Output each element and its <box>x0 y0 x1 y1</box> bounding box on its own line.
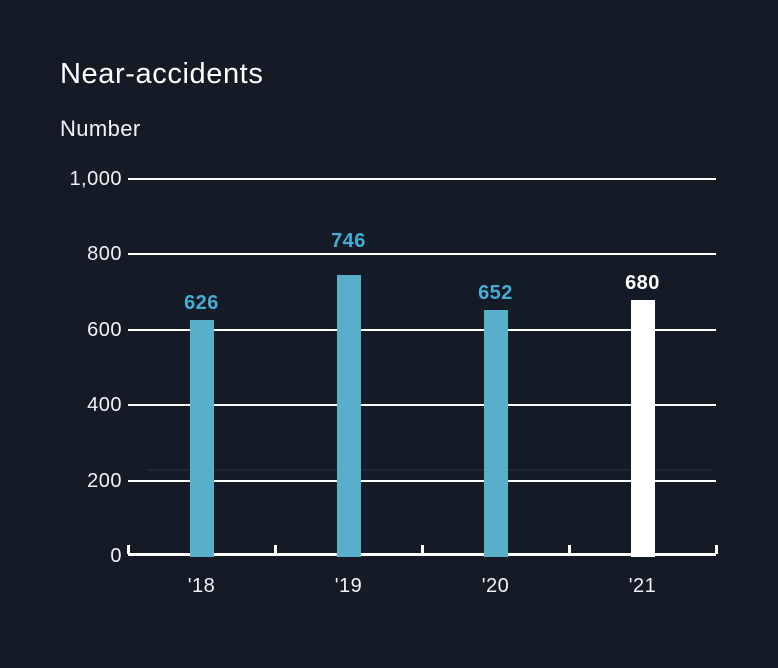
x-axis-category-label: '19 <box>334 575 363 597</box>
x-axis-tick <box>714 545 718 554</box>
x-axis-category-label: '18 <box>187 575 216 597</box>
gridline <box>128 479 716 482</box>
y-axis-tick-label: 600 <box>87 318 122 341</box>
x-axis-category-label: '20 <box>481 575 510 597</box>
bar-value-label: 626 <box>184 291 219 314</box>
y-axis-tick-label: 400 <box>87 394 122 417</box>
gridline <box>128 328 716 331</box>
faint-reference-line <box>147 469 712 472</box>
x-axis-tick <box>126 545 130 554</box>
gridline <box>128 404 716 407</box>
gridline <box>128 178 716 180</box>
x-axis-category-label: '21 <box>628 575 657 597</box>
bar-value-label: 746 <box>331 230 366 253</box>
x-axis-tick <box>420 545 424 554</box>
y-axis-unit-label: Number <box>60 116 141 141</box>
y-axis-tick-label: 200 <box>87 469 122 492</box>
bar-value-label: 652 <box>478 282 513 305</box>
bar <box>336 274 361 557</box>
bar-value-label: 680 <box>625 271 660 294</box>
x-axis-line <box>128 553 716 556</box>
bar <box>189 319 214 557</box>
x-axis-tick <box>273 545 277 554</box>
bar <box>483 310 508 557</box>
x-axis-tick <box>567 545 571 554</box>
y-axis-tick-label: 800 <box>87 243 122 266</box>
bar <box>630 299 655 557</box>
y-axis-tick-label: 0 <box>110 545 122 567</box>
y-axis-tick-label: 1,000 <box>69 168 122 190</box>
chart-title: Near-accidents <box>60 58 264 90</box>
gridline <box>128 253 716 256</box>
